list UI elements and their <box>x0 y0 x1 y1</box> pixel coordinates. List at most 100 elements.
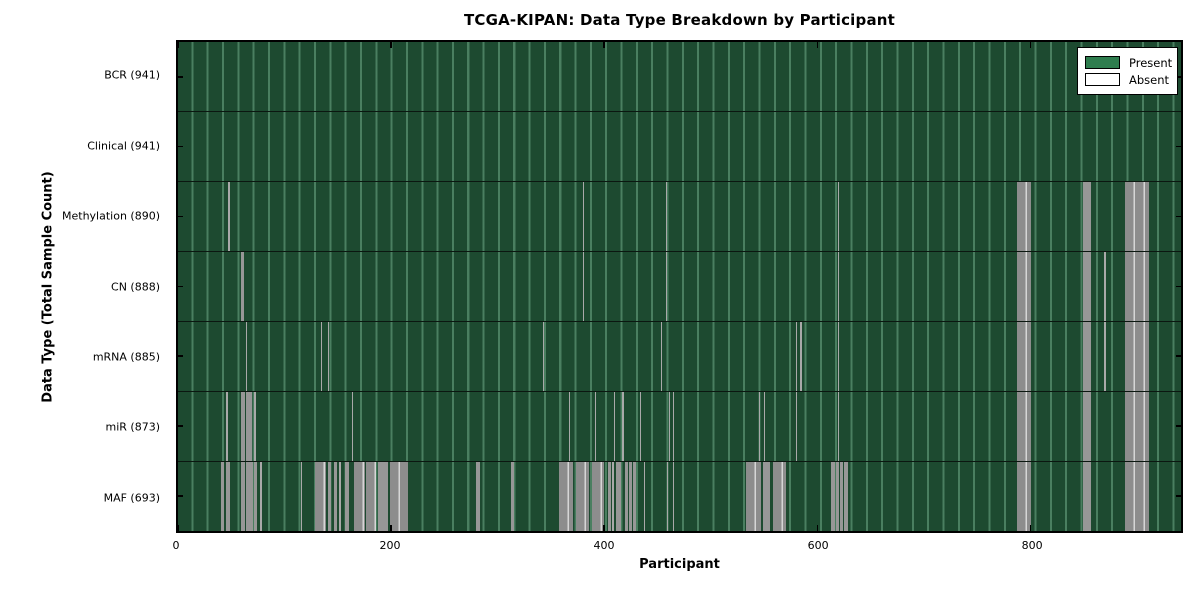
absent-stripe <box>338 462 342 531</box>
absent-stripe <box>837 182 839 251</box>
x-tick-mark <box>603 525 605 531</box>
absent-stripe <box>1082 322 1092 391</box>
absent-stripe <box>253 392 256 461</box>
y-tick-mark <box>1176 75 1181 78</box>
absent-stripe <box>1104 252 1107 321</box>
y-tick-mark <box>178 425 183 427</box>
absent-stripe <box>333 462 337 531</box>
absent-stripe <box>613 392 615 461</box>
absent-stripe <box>1124 252 1149 321</box>
y-tick-mark <box>1176 145 1181 148</box>
absent-stripe <box>837 252 839 321</box>
y-tick-mark <box>1176 285 1181 288</box>
absent-stripe <box>320 322 322 391</box>
absent-stripe <box>240 392 246 461</box>
absent-stripe <box>666 252 668 321</box>
legend: Present Absent <box>1077 47 1178 95</box>
absent-stripe <box>672 392 674 461</box>
y-tick-mark <box>178 145 183 148</box>
absent-stripe <box>672 462 674 531</box>
absent-stripe <box>844 462 849 531</box>
heatmap-row-methylation <box>178 182 1181 252</box>
absent-stripe <box>225 462 231 531</box>
absent-stripe <box>1124 392 1149 461</box>
y-tick-label: Clinical (941) <box>87 139 160 153</box>
x-tick-labels: 0 200 400 600 800 <box>172 539 1183 555</box>
y-tick-label: miR (873) <box>105 420 161 434</box>
absent-stripe <box>1016 392 1031 461</box>
absent-stripe <box>667 462 669 531</box>
y-tick-mark <box>1176 215 1181 218</box>
absent-stripe <box>353 462 365 531</box>
absent-stripe <box>240 252 245 321</box>
absent-stripe <box>591 462 605 531</box>
absent-stripe <box>796 322 798 391</box>
absent-stripe <box>633 462 637 531</box>
absent-stripe <box>764 392 766 461</box>
absent-stripe <box>624 462 628 531</box>
absent-stripe <box>831 462 835 531</box>
y-tick-labels: BCR (941) Clinical (941) Methylation (890)… <box>0 40 168 533</box>
x-tick-label: 400 <box>593 539 615 552</box>
absent-stripe <box>246 462 253 531</box>
absent-stripe <box>569 392 571 461</box>
absent-stripe <box>1016 322 1031 391</box>
x-tick-mark <box>1029 42 1032 48</box>
absent-stripe <box>758 392 760 461</box>
absent-stripe <box>772 462 786 531</box>
absent-stripe <box>583 182 585 251</box>
x-tick-label: 800 <box>1021 539 1043 552</box>
absent-stripe <box>1082 182 1092 251</box>
heatmap-row-maf <box>178 462 1181 531</box>
absent-stripe <box>345 462 349 531</box>
absent-stripe <box>628 462 633 531</box>
x-tick-label: 0 <box>172 539 180 552</box>
y-tick-label: MAF (693) <box>103 491 160 505</box>
heatmap-row-bcr <box>178 42 1181 112</box>
y-tick-mark <box>178 495 183 497</box>
absent-stripe <box>839 462 844 531</box>
absent-stripe <box>660 322 662 391</box>
absent-stripe <box>1104 322 1107 391</box>
legend-item-present: Present <box>1085 54 1172 71</box>
heatmap-row-clinical <box>178 112 1181 182</box>
x-tick-mark <box>816 525 819 531</box>
absent-stripe <box>246 322 248 391</box>
absent-stripe <box>365 462 377 531</box>
y-tick-label: mRNA (885) <box>92 350 160 364</box>
absent-stripe <box>1124 462 1149 531</box>
absent-stripe <box>837 322 839 391</box>
heatmap-row-mir <box>178 392 1181 462</box>
absent-stripe <box>669 392 671 461</box>
absent-stripe <box>639 392 641 461</box>
absent-stripe <box>390 462 409 531</box>
absent-stripe <box>300 462 302 531</box>
absent-stripe <box>607 462 611 531</box>
y-tick-mark <box>178 215 183 218</box>
y-tick-label: Methylation (890) <box>62 209 160 223</box>
absent-stripe <box>643 462 645 531</box>
y-tick-label: BCR (941) <box>104 68 160 82</box>
absent-stripe <box>622 392 624 461</box>
absent-stripe <box>1082 392 1092 461</box>
absent-stripe <box>837 392 839 461</box>
absent-stripe <box>611 462 614 531</box>
y-tick-mark <box>1176 425 1181 427</box>
absent-stripe <box>351 392 353 461</box>
x-tick-mark <box>177 525 179 531</box>
absent-stripe <box>1016 252 1031 321</box>
x-tick-mark <box>1029 525 1032 531</box>
absent-stripe <box>240 462 246 531</box>
y-tick-label: CN (888) <box>111 280 160 293</box>
plot-area: Present Absent <box>176 40 1183 533</box>
legend-item-absent: Absent <box>1085 71 1171 88</box>
plot-rows <box>178 42 1181 531</box>
absent-stripe <box>220 462 224 531</box>
absent-stripe <box>1124 182 1149 251</box>
y-tick-mark <box>178 285 183 288</box>
x-tick-mark <box>390 525 392 531</box>
absent-stripe <box>228 182 231 251</box>
absent-stripe <box>378 462 388 531</box>
absent-stripe <box>260 462 263 531</box>
